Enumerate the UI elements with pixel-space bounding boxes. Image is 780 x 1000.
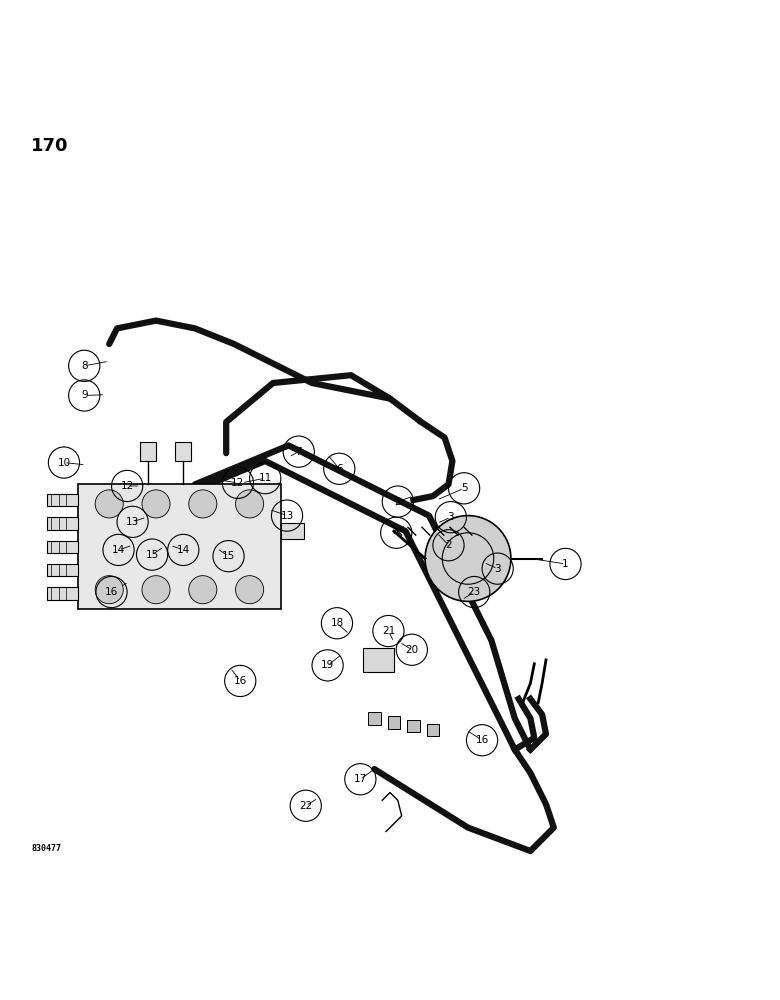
FancyBboxPatch shape: [47, 494, 78, 506]
Circle shape: [236, 576, 264, 604]
Text: 12: 12: [232, 478, 244, 488]
Text: 13: 13: [281, 511, 293, 521]
FancyBboxPatch shape: [78, 484, 281, 609]
Text: 8: 8: [81, 361, 87, 371]
Circle shape: [189, 490, 217, 518]
FancyBboxPatch shape: [407, 720, 420, 732]
FancyBboxPatch shape: [363, 648, 394, 672]
Circle shape: [236, 490, 264, 518]
Circle shape: [142, 576, 170, 604]
FancyBboxPatch shape: [47, 517, 78, 530]
FancyBboxPatch shape: [140, 442, 156, 461]
Text: 170: 170: [31, 137, 69, 155]
Circle shape: [95, 490, 123, 518]
Text: 22: 22: [300, 801, 312, 811]
Text: 2: 2: [395, 497, 401, 507]
Circle shape: [95, 576, 123, 604]
Text: 830477: 830477: [31, 844, 61, 853]
Text: 13: 13: [126, 517, 139, 527]
Text: 11: 11: [259, 473, 271, 483]
Text: 14: 14: [177, 545, 190, 555]
FancyBboxPatch shape: [176, 442, 191, 461]
Text: 18: 18: [331, 618, 343, 628]
Text: 17: 17: [354, 774, 367, 784]
Circle shape: [425, 516, 511, 601]
Text: 10: 10: [58, 458, 70, 468]
Text: 12: 12: [121, 481, 133, 491]
Text: 4: 4: [393, 528, 399, 538]
Text: 7: 7: [296, 447, 302, 457]
Text: 3: 3: [495, 564, 501, 574]
Circle shape: [189, 576, 217, 604]
Text: 15: 15: [146, 550, 158, 560]
FancyBboxPatch shape: [47, 564, 78, 576]
Text: 16: 16: [234, 676, 246, 686]
Text: 5: 5: [461, 483, 467, 493]
Text: 2: 2: [445, 540, 452, 550]
Text: 3: 3: [448, 512, 454, 522]
Text: 20: 20: [406, 645, 418, 655]
Text: 14: 14: [112, 545, 125, 555]
FancyBboxPatch shape: [47, 587, 78, 600]
Text: 16: 16: [476, 735, 488, 745]
Text: 16: 16: [105, 587, 118, 597]
FancyBboxPatch shape: [368, 712, 381, 725]
Text: 1: 1: [562, 559, 569, 569]
Text: 15: 15: [222, 551, 235, 561]
FancyBboxPatch shape: [47, 541, 78, 553]
FancyBboxPatch shape: [281, 523, 304, 539]
Text: 9: 9: [81, 390, 87, 400]
Text: 21: 21: [382, 626, 395, 636]
Text: 23: 23: [468, 587, 480, 597]
Circle shape: [142, 490, 170, 518]
Text: 19: 19: [321, 660, 334, 670]
FancyBboxPatch shape: [388, 716, 400, 729]
Text: 6: 6: [336, 464, 342, 474]
FancyBboxPatch shape: [427, 724, 439, 736]
